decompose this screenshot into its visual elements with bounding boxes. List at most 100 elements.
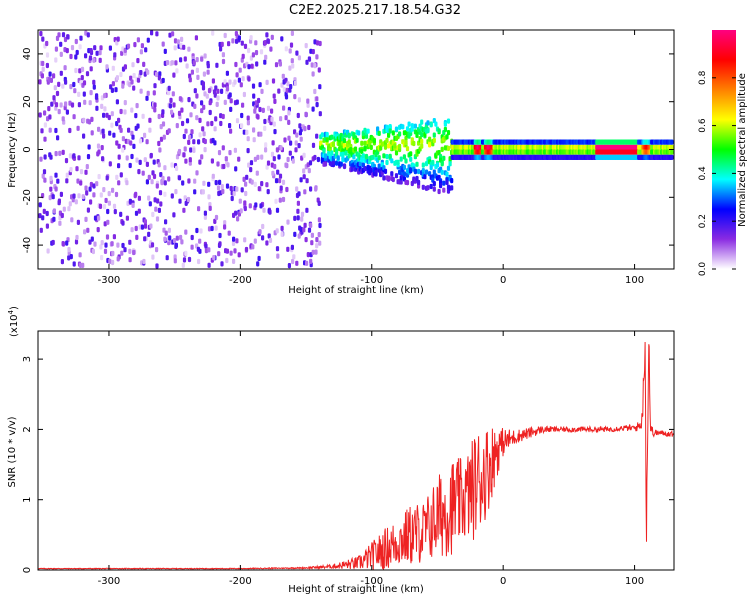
snr-x-axis-label: Height of straight line (km) — [288, 584, 424, 595]
heatmap-noise-cell — [243, 43, 248, 49]
heatmap-noise-cell — [89, 181, 93, 188]
heatmap-band-cell — [432, 186, 436, 192]
heatmap-noise-cell — [65, 240, 69, 246]
heatmap-noise-cell — [214, 225, 218, 231]
heatmap-noise-cell — [85, 190, 89, 196]
heatmap-noise-cell — [45, 40, 49, 47]
heatmap-noise-cell — [213, 218, 217, 224]
heatmap-noise-cell — [205, 93, 209, 99]
heatmap-noise-cell — [52, 73, 56, 79]
heatmap-noise-cell — [180, 239, 184, 245]
heatmap-noise-cell — [272, 93, 276, 99]
heatmap-noise-cell — [203, 53, 207, 59]
heatmap-noise-cell — [296, 208, 300, 214]
heatmap-noise-cell — [75, 166, 79, 172]
heatmap-noise-cell — [211, 30, 215, 36]
heatmap-noise-cell — [39, 31, 43, 37]
heatmap-noise-cell — [253, 108, 257, 114]
heatmap-noise-cell — [293, 80, 297, 86]
heatmap-noise-cell — [89, 199, 93, 205]
heatmap-noise-cell — [187, 139, 191, 145]
heatmap-band-cell — [415, 175, 419, 182]
heatmap-noise-cell — [84, 30, 88, 36]
heatmap-noise-cell — [134, 225, 138, 232]
heatmap-noise-cell — [132, 73, 136, 79]
heatmap-noise-cell — [101, 128, 105, 134]
heatmap-noise-cell — [82, 91, 86, 97]
heatmap-noise-cell — [115, 174, 119, 180]
heatmap-noise-cell — [119, 172, 123, 178]
heatmap-noise-cell — [267, 233, 271, 239]
heatmap-noise-cell — [251, 52, 255, 58]
heatmap-noise-cell — [317, 200, 321, 206]
heatmap-noise-cell — [280, 225, 284, 231]
heatmap-band-cell — [347, 132, 351, 138]
heatmap-noise-cell — [74, 199, 78, 205]
heatmap-band-cell — [399, 156, 403, 162]
heatmap-band-cell — [325, 132, 329, 138]
heatmap-noise-cell — [119, 127, 123, 133]
heatmap-noise-cell — [168, 235, 172, 241]
heatmap-noise-cell — [126, 43, 131, 49]
heatmap-noise-cell — [61, 32, 66, 38]
heatmap-x-tick-label: 100 — [625, 275, 644, 286]
heatmap-noise-cell — [159, 172, 163, 178]
heatmap-noise-cell — [273, 129, 277, 135]
heatmap-band-cell — [382, 175, 386, 181]
heatmap-noise-cell — [41, 60, 45, 67]
heatmap-band-cell — [446, 118, 451, 124]
heatmap-noise-cell — [64, 79, 68, 85]
heatmap-noise-cell — [80, 66, 85, 72]
snr-frame — [37, 330, 675, 571]
heatmap-band-cell — [402, 164, 406, 170]
heatmap-noise-cell — [213, 126, 217, 132]
heatmap-noise-cell — [235, 118, 240, 124]
snr-multiplier: (x104) — [7, 306, 20, 337]
heatmap-noise-cell — [67, 206, 71, 212]
heatmap-noise-cell — [157, 140, 161, 147]
heatmap-noise-cell — [192, 139, 196, 145]
heatmap-x-tick-label: -100 — [360, 275, 383, 286]
heatmap-noise-cell — [253, 238, 257, 244]
heatmap-noise-cell — [246, 148, 250, 154]
heatmap-noise-cell — [79, 180, 83, 186]
heatmap-noise-cell — [260, 154, 264, 160]
heatmap-band-cell — [446, 130, 451, 136]
heatmap-noise-cell — [288, 65, 292, 71]
heatmap-noise-cell — [200, 100, 204, 106]
heatmap-noise-cell — [315, 54, 319, 60]
heatmap-band-cell — [421, 162, 425, 168]
heatmap-band-cell — [429, 122, 433, 128]
heatmap-noise-cell — [265, 182, 269, 188]
heatmap-noise-cell — [159, 136, 164, 142]
heatmap-noise-cell — [70, 102, 75, 108]
heatmap-noise-cell — [264, 54, 268, 60]
heatmap-band-cell — [382, 153, 386, 159]
heatmap-noise-cell — [272, 156, 276, 162]
heatmap-noise-cell — [59, 191, 63, 197]
heatmap-noise-cell — [149, 223, 153, 229]
heatmap-noise-cell — [286, 156, 290, 163]
heatmap-noise-cell — [156, 198, 160, 204]
heatmap-noise-cell — [201, 81, 205, 87]
heatmap-noise-cell — [318, 222, 322, 229]
heatmap-noise-cell — [54, 172, 58, 178]
heatmap-noise-cell — [305, 260, 309, 266]
heatmap-noise-cell — [177, 110, 182, 116]
heatmap-noise-cell — [106, 208, 110, 215]
heatmap-band-cell — [409, 151, 413, 157]
heatmap-band-cell — [360, 140, 364, 146]
heatmap-noise-cell — [139, 88, 143, 94]
heatmap-noise-cell — [257, 97, 261, 104]
heatmap-noise-cell — [219, 120, 223, 127]
heatmap-noise-cell — [197, 139, 201, 145]
heatmap-noise-cell — [275, 178, 279, 184]
heatmap-band-cell — [412, 140, 416, 147]
heatmap-band-cell — [350, 166, 354, 172]
heatmap-noise-cell — [168, 103, 172, 109]
heatmap-noise-cell — [198, 159, 202, 165]
heatmap-noise-cell — [83, 229, 87, 235]
heatmap-noise-cell — [306, 102, 310, 108]
heatmap-noise-cell — [177, 148, 182, 155]
heatmap-noise-cell — [41, 173, 45, 179]
